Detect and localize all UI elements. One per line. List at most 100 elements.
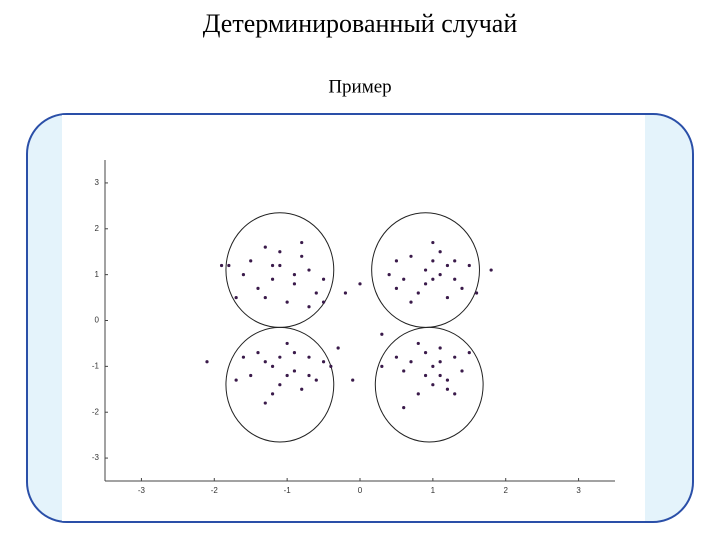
point (300, 254, 304, 258)
chart-title: Детерминированный случай (203, 9, 518, 38)
point (292, 369, 297, 373)
point (409, 360, 413, 364)
point (445, 387, 450, 391)
point (438, 250, 442, 254)
point (300, 240, 304, 245)
point (278, 355, 282, 359)
point (409, 254, 413, 258)
point (292, 351, 297, 355)
point (380, 332, 384, 336)
point (314, 378, 318, 382)
point (234, 378, 238, 382)
point (270, 364, 275, 368)
point (409, 300, 413, 304)
point (307, 268, 311, 272)
chart-subtitle: Пример (328, 76, 391, 97)
point (351, 378, 355, 382)
point (307, 355, 311, 359)
point (270, 277, 275, 281)
point (336, 346, 340, 350)
point (263, 401, 267, 405)
cluster-circle (374, 326, 484, 443)
point (285, 341, 289, 346)
point (343, 291, 348, 295)
point (438, 373, 442, 378)
point (358, 282, 362, 286)
point (321, 360, 326, 364)
point (394, 259, 399, 263)
y-tick-label: 2 (95, 224, 100, 233)
point (307, 305, 311, 309)
point (270, 263, 275, 268)
x-tick-label: 0 (358, 486, 363, 495)
point (453, 259, 457, 263)
point (249, 373, 253, 378)
point (285, 300, 289, 304)
point (402, 406, 406, 410)
point (263, 360, 267, 364)
point (241, 355, 246, 359)
point (467, 263, 471, 268)
point (278, 263, 282, 268)
point (394, 355, 399, 359)
point (453, 355, 457, 359)
y-tick-label: -1 (92, 361, 100, 370)
point (219, 263, 224, 268)
point (402, 369, 406, 373)
point (460, 369, 464, 373)
point (445, 378, 450, 382)
y-tick-label: 3 (95, 178, 100, 187)
x-tick-label: 1 (431, 486, 436, 495)
point (431, 240, 435, 245)
point (314, 291, 318, 295)
point (380, 364, 384, 368)
x-tick-label: 3 (576, 486, 581, 495)
x-tick-label: -1 (284, 486, 292, 495)
point (387, 273, 391, 277)
point (431, 383, 435, 387)
y-tick-label: 1 (95, 270, 100, 279)
point (423, 351, 428, 355)
point (321, 300, 326, 304)
point (321, 277, 326, 281)
point (329, 364, 333, 368)
point (241, 273, 246, 277)
point (416, 341, 420, 346)
point (431, 364, 435, 368)
point (249, 259, 253, 263)
point (394, 286, 399, 290)
point (307, 373, 311, 378)
point (460, 286, 464, 290)
point (453, 277, 457, 281)
point (270, 392, 275, 396)
point (205, 360, 209, 364)
point (278, 250, 282, 254)
y-tick-label: -3 (92, 453, 100, 462)
point (423, 373, 428, 378)
point (292, 273, 297, 277)
point (489, 268, 493, 272)
point (416, 392, 420, 396)
point (285, 373, 289, 378)
point (263, 295, 267, 300)
point (423, 282, 428, 286)
point (234, 295, 238, 300)
point (438, 346, 442, 350)
point (431, 277, 435, 281)
y-tick-label: 0 (95, 316, 100, 325)
point (416, 291, 420, 295)
point (438, 273, 442, 277)
point (445, 295, 450, 300)
point (402, 277, 406, 281)
point (423, 268, 428, 272)
point (300, 387, 304, 391)
point (431, 259, 435, 263)
point (438, 360, 442, 364)
y-tick-label: -2 (92, 407, 100, 416)
x-tick-label: -3 (138, 486, 146, 495)
point (453, 392, 457, 396)
point (263, 245, 267, 249)
point (256, 286, 260, 290)
